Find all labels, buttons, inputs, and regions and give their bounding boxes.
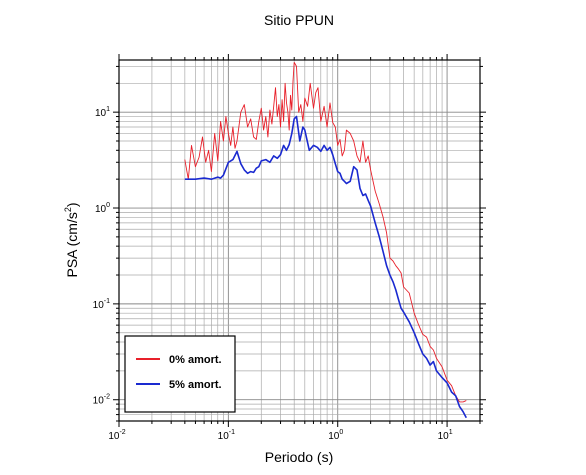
series-line-1 (184, 115, 468, 419)
x-tick-label: 10-1 (218, 429, 235, 442)
y-tick-label: 10-2 (93, 394, 110, 407)
legend-label-1: 5% amort. (169, 379, 222, 391)
y-axis-label-exponent: 2 (63, 207, 73, 212)
y-tick-label: 100 (95, 202, 110, 215)
legend-box (124, 335, 236, 413)
series-line-0 (184, 61, 467, 403)
x-tick-label: 10-2 (108, 429, 125, 442)
x-axis-label: Periodo (s) (265, 449, 333, 465)
chart-title: Sitio PPUN (264, 12, 334, 28)
y-tick-label: 101 (95, 106, 110, 119)
tick-labels: 10-2 10-1 100 101 10-2 10-1 100 101 (93, 106, 453, 442)
legend-label-0: 0% amort. (169, 354, 222, 366)
y-axis-label: PSA (cm/s2) (63, 202, 80, 277)
y-tick-label: 10-1 (93, 298, 110, 311)
plot-frame (118, 59, 481, 422)
x-tick-label: 101 (438, 429, 453, 442)
series-group (184, 61, 468, 419)
legend: 0% amort. 5% amort. (124, 335, 236, 413)
x-tick-label: 100 (328, 429, 343, 442)
